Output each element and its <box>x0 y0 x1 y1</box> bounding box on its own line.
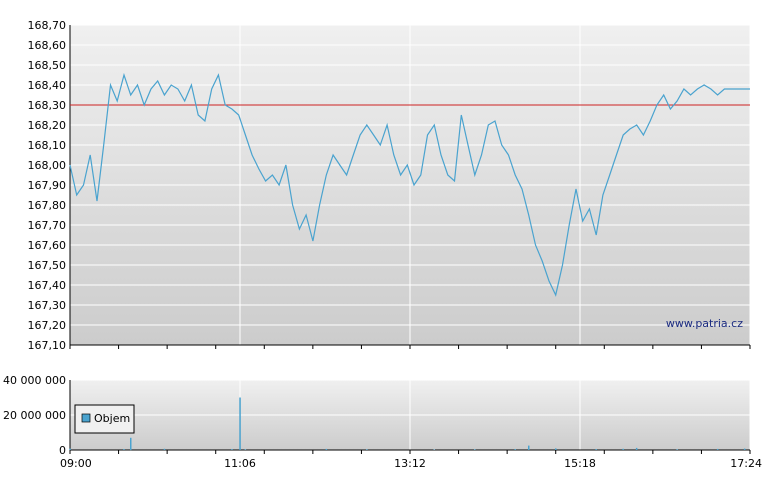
price-y-tick-label: 167,30 <box>28 299 67 312</box>
x-tick-label: 15:18 <box>564 457 596 470</box>
price-y-tick-label: 167,10 <box>28 339 67 352</box>
volume-bar <box>366 449 368 450</box>
legend-label: Objem <box>94 412 130 425</box>
price-panel: 168,70 168,60 168,50 168,40 168,30 168,20 168,… <box>28 19 751 352</box>
price-y-tick-label: 167,80 <box>28 199 67 212</box>
volume-bar <box>239 397 241 450</box>
price-y-tick-label: 168,20 <box>28 119 67 132</box>
price-y-tick-label: 168,00 <box>28 159 67 172</box>
x-tick-label: 11:06 <box>224 457 256 470</box>
price-y-tick-label: 168,40 <box>28 79 67 92</box>
volume-bar <box>244 449 247 450</box>
price-y-tick-label: 168,50 <box>28 59 67 72</box>
price-y-tick-label: 167,90 <box>28 179 67 192</box>
price-y-tick-label: 167,60 <box>28 239 67 252</box>
price-y-tick-label: 167,20 <box>28 319 67 332</box>
price-y-tick-label: 167,70 <box>28 219 67 232</box>
price-y-tick-label: 167,40 <box>28 279 67 292</box>
volume-y-tick-label: 20 000 000 <box>3 409 66 422</box>
watermark-text: www.patria.cz <box>666 317 743 330</box>
price-y-tick-label: 168,60 <box>28 39 67 52</box>
price-y-tick-label: 168,30 <box>28 99 67 112</box>
volume-y-tick-label: 40 000 000 <box>3 374 66 387</box>
price-y-tick-label: 168,10 <box>28 139 67 152</box>
volume-y-tick-label: 0 <box>59 444 66 457</box>
x-tick-label: 13:12 <box>394 457 426 470</box>
x-tick-label: 09:00 <box>60 457 92 470</box>
volume-bar <box>528 445 530 450</box>
volume-bar <box>555 448 557 450</box>
volume-bar <box>676 449 678 450</box>
x-tick-label: 17:24 <box>730 457 762 470</box>
volume-bar <box>163 448 166 450</box>
volume-bar <box>130 437 132 451</box>
volume-bar <box>743 448 746 450</box>
volume-bar <box>514 449 516 450</box>
volume-bar <box>69 448 71 450</box>
volume-bar <box>622 448 624 450</box>
volume-bar <box>595 449 597 450</box>
volume-bar <box>474 449 476 450</box>
volume-bar <box>433 449 435 450</box>
price-y-tick-label: 167,50 <box>28 259 67 272</box>
volume-bar <box>123 449 125 450</box>
price-line <box>69 72 750 297</box>
volume-bar <box>231 449 233 450</box>
legend-swatch <box>81 413 91 423</box>
volume-bar <box>716 448 719 450</box>
price-y-tick-label: 168,70 <box>28 19 67 32</box>
volume-bar <box>635 447 638 450</box>
volume-bar <box>325 448 328 450</box>
volume-panel: 40 000 000 20 000 000 009:00 11:06 13:12 15:1… <box>3 374 762 470</box>
